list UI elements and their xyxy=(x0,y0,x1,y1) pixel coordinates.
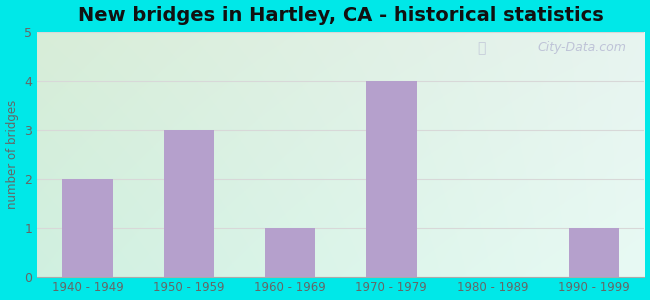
Bar xyxy=(62,178,113,277)
Bar xyxy=(265,228,315,277)
Bar xyxy=(366,81,417,277)
Bar xyxy=(164,130,214,277)
Y-axis label: number of bridges: number of bridges xyxy=(6,100,19,209)
Text: ⓘ: ⓘ xyxy=(477,41,486,56)
Text: City-Data.com: City-Data.com xyxy=(538,41,626,55)
Bar xyxy=(569,228,619,277)
Title: New bridges in Hartley, CA - historical statistics: New bridges in Hartley, CA - historical … xyxy=(78,6,604,25)
